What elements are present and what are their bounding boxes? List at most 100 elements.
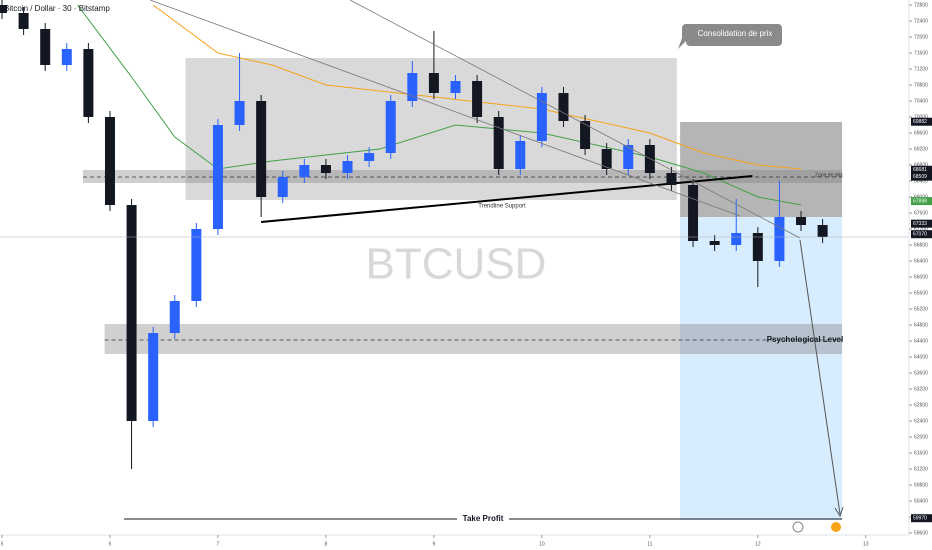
y-tick-label: 59600	[914, 530, 928, 536]
arrow-head	[834, 506, 844, 518]
candle-body	[40, 29, 51, 65]
candle-body	[364, 153, 375, 161]
candle-body	[212, 125, 223, 229]
candle-body	[104, 117, 115, 205]
y-tick-label: 67600	[914, 210, 928, 216]
y-tick-label: 60400	[914, 498, 928, 504]
candle-body	[558, 93, 569, 121]
x-tick-label: 6	[109, 541, 112, 547]
y-tick-label: 62000	[914, 434, 928, 440]
x-tick-label: 5	[1, 541, 4, 547]
candle-body	[623, 145, 634, 169]
candle-body	[18, 13, 29, 29]
y-tick-label: 64800	[914, 322, 928, 328]
zone	[680, 122, 843, 217]
candle-body	[774, 217, 785, 261]
annotation: Zone de prix	[815, 172, 843, 178]
price-tag-label: 67898	[913, 198, 927, 204]
y-tick-label: 63600	[914, 370, 928, 376]
candle-body	[472, 81, 483, 117]
y-tick-label: 72000	[914, 34, 928, 40]
candle-body	[428, 73, 439, 93]
y-tick-label: 67200	[914, 226, 928, 232]
price-tag	[911, 197, 932, 206]
candle-body	[493, 117, 504, 169]
candle-body	[0, 5, 7, 13]
candle-body	[580, 121, 591, 149]
candle-body	[817, 225, 828, 237]
icon[interactable]	[831, 522, 841, 532]
candle-body	[277, 177, 288, 197]
y-tick-label: 72800	[914, 2, 928, 8]
x-tick-label: 11	[647, 541, 652, 547]
zone	[104, 324, 843, 354]
candle-body	[796, 217, 807, 225]
y-tick-label: 65600	[914, 290, 928, 296]
price-tag	[911, 165, 932, 174]
candle-body	[601, 149, 612, 169]
price-tag	[911, 514, 932, 523]
y-tick-label: 63200	[914, 386, 928, 392]
annotation: Psychological Level	[767, 335, 843, 344]
price-tag	[911, 172, 932, 181]
y-tick-label: 69200	[914, 146, 928, 152]
candle-body	[169, 301, 180, 333]
y-tick-label: 69600	[914, 130, 928, 136]
moving-average	[77, 4, 802, 206]
candle-body	[515, 141, 526, 169]
y-tick-label: 70800	[914, 82, 928, 88]
candle-body	[407, 73, 418, 101]
candle-body	[536, 93, 547, 141]
y-tick-label: 70400	[914, 98, 928, 104]
annotation: Consolidation de prix	[698, 29, 773, 38]
candle-body	[666, 173, 677, 185]
y-tick-label: 62400	[914, 418, 928, 424]
candle-body	[126, 205, 137, 421]
price-tag-label: 67070	[913, 232, 927, 238]
candle-body	[688, 185, 699, 241]
y-tick-label: 60800	[914, 482, 928, 488]
candle-body	[342, 161, 353, 173]
candle-body	[385, 101, 396, 153]
callout	[678, 24, 782, 49]
take-profit-label: Take Profit	[463, 514, 504, 523]
watermark: BTCUSD	[366, 240, 547, 289]
candle-body	[731, 233, 742, 245]
candle-body	[83, 49, 94, 117]
candle-body	[752, 233, 763, 261]
price-tag	[911, 230, 932, 239]
y-tick-label: 70000	[914, 114, 928, 120]
y-tick-label: 61600	[914, 450, 928, 456]
x-tick-label: 9	[433, 541, 436, 547]
y-tick-label: 71600	[914, 50, 928, 56]
zone	[680, 217, 843, 520]
annotation: Trendline Support	[478, 204, 526, 210]
y-tick-label: 66800	[914, 242, 928, 248]
y-tick-label: 64000	[914, 354, 928, 360]
candle-body	[299, 165, 310, 177]
x-tick-label: 13	[863, 541, 869, 547]
price-tag	[911, 117, 932, 126]
drawn-line	[149, 0, 741, 217]
candle-body	[191, 229, 202, 301]
x-tick-label: 7	[217, 541, 220, 547]
candle-body	[256, 101, 267, 197]
zone	[82, 170, 843, 183]
price-tag-label: 59970	[913, 516, 927, 522]
y-tick-label: 68800	[914, 162, 928, 168]
price-tag	[911, 219, 932, 228]
plot: Take Profit	[0, 0, 909, 525]
label-bg	[457, 513, 510, 525]
candle-body	[320, 165, 331, 173]
candle-body	[148, 333, 159, 421]
y-tick-label: 65200	[914, 306, 928, 312]
projection-arrow	[799, 239, 841, 515]
x-tick-label: 10	[539, 541, 545, 547]
candle-body	[450, 81, 461, 93]
icon[interactable]	[792, 521, 804, 533]
x-tick-label: 12	[755, 541, 761, 547]
price-tag-label: 68509	[913, 174, 927, 180]
candle-body	[709, 241, 720, 245]
